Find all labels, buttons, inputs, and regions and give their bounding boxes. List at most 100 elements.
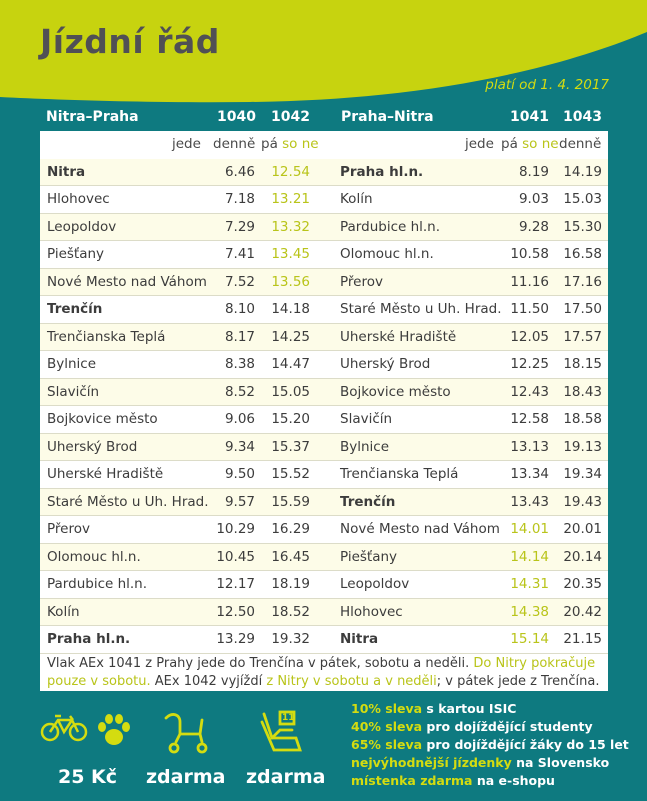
time-left-1: 7.18 bbox=[224, 191, 255, 207]
station-left: Pardubice hl.n. bbox=[47, 576, 148, 592]
table-row: Nitra 6.46 12.54 Praha hl.n. 8.19 14.19 bbox=[40, 158, 608, 186]
time-left-2: 12.54 bbox=[271, 163, 310, 180]
bicycle-icon bbox=[40, 712, 88, 746]
sub-jede-left: jede bbox=[172, 136, 201, 152]
station-left: Trenčianska Teplá bbox=[47, 328, 166, 345]
time-right-2: 21.15 bbox=[563, 631, 602, 647]
time-right-1: 12.58 bbox=[510, 411, 549, 427]
time-right-2: 20.35 bbox=[563, 576, 602, 592]
row-divider bbox=[40, 322, 608, 324]
time-right-1: 11.16 bbox=[510, 273, 549, 290]
right-train-1: 1041 bbox=[510, 109, 549, 125]
station-left: Piešťany bbox=[47, 246, 105, 262]
promo-item: 65% sleva pro dojíždějící žáky do 15 let bbox=[351, 737, 629, 752]
station-right: Hlohovec bbox=[340, 603, 403, 620]
row-divider bbox=[40, 295, 608, 296]
time-right-1: 8.19 bbox=[518, 163, 549, 180]
stroller-icon bbox=[162, 710, 208, 758]
station-left: Kolín bbox=[47, 603, 80, 620]
table-row: Trenčín 8.10 14.18 Staré Město u Uh. Hrad. 1… bbox=[40, 296, 608, 324]
station-right: Praha hl.n. bbox=[340, 163, 424, 180]
time-left-1: 7.41 bbox=[224, 246, 255, 262]
table-row: Staré Město u Uh. Hrad. 9.57 15.59 Trenčín 1… bbox=[40, 488, 608, 516]
station-right: Piešťany bbox=[340, 548, 398, 565]
table-row: Olomouc hl.n. 10.45 16.45 Piešťany 14.14 20.1… bbox=[40, 543, 608, 571]
sub-days-right: pá so ne bbox=[501, 136, 559, 152]
station-right: Leopoldov bbox=[340, 576, 410, 592]
station-left: Staré Město u Uh. Hrad. bbox=[47, 493, 209, 510]
time-left-2: 16.29 bbox=[271, 521, 310, 537]
time-left-1: 12.50 bbox=[216, 603, 255, 620]
table-row: Piešťany 7.41 13.45 Olomouc hl.n. 10.58 16.58 bbox=[40, 241, 608, 269]
time-right-2: 18.15 bbox=[563, 356, 602, 372]
valid-from: platí od 1. 4. 2017 bbox=[485, 77, 609, 93]
time-left-2: 14.47 bbox=[271, 356, 310, 372]
time-right-1: 14.31 bbox=[510, 576, 549, 592]
time-right-2: 17.50 bbox=[563, 301, 602, 317]
time-left-1: 13.29 bbox=[216, 631, 255, 647]
sub-days-left: pá so ne bbox=[261, 136, 319, 152]
timetable: jede denně pá so ne jede pá so ne denně … bbox=[40, 131, 608, 691]
table-row: Leopoldov 7.29 13.32 Pardubice hl.n. 9.28 15.… bbox=[40, 213, 608, 241]
time-left-1: 12.17 bbox=[216, 576, 255, 592]
time-left-1: 9.34 bbox=[224, 438, 255, 455]
child-seat-icon: 11 bbox=[258, 708, 308, 760]
station-right: Olomouc hl.n. bbox=[340, 246, 434, 262]
row-divider bbox=[40, 460, 608, 461]
time-left-2: 15.37 bbox=[271, 438, 310, 455]
service-note: Vlak AEx 1041 z Prahy jede do Trenčína v… bbox=[47, 656, 600, 689]
time-right-1: 12.43 bbox=[510, 383, 549, 400]
time-right-1: 12.25 bbox=[510, 356, 549, 372]
station-right: Trenčianska Teplá bbox=[340, 466, 459, 482]
row-divider bbox=[40, 570, 608, 571]
table-row: Uherské Hradiště 9.50 15.52 Trenčianska Tep… bbox=[40, 461, 608, 489]
time-right-1: 14.14 bbox=[510, 548, 549, 565]
child-seat-badge: 11 bbox=[282, 713, 295, 723]
time-left-1: 9.50 bbox=[224, 466, 255, 482]
promo-item: 40% sleva pro dojíždějící studenty bbox=[351, 719, 593, 734]
station-left: Uherský Brod bbox=[47, 438, 138, 455]
station-left: Uherské Hradiště bbox=[47, 466, 164, 482]
time-right-1: 9.03 bbox=[518, 191, 549, 207]
time-left-2: 14.25 bbox=[271, 328, 310, 345]
row-divider bbox=[40, 240, 608, 241]
time-right-2: 17.57 bbox=[563, 328, 602, 345]
station-right: Uherský Brod bbox=[340, 356, 431, 372]
station-left: Přerov bbox=[47, 521, 90, 537]
time-right-1: 14.01 bbox=[510, 521, 549, 537]
station-left: Nitra bbox=[47, 163, 86, 180]
table-row: Uherský Brod 9.34 15.37 Bylnice 13.13 19.13 bbox=[40, 433, 608, 461]
stroller-price: zdarma bbox=[246, 766, 326, 788]
time-left-1: 10.29 bbox=[216, 521, 255, 537]
table-row: Slavičín 8.52 15.05 Bojkovice město 12.43 18.… bbox=[40, 378, 608, 406]
time-right-2: 20.01 bbox=[563, 521, 602, 537]
time-left-1: 8.38 bbox=[224, 356, 255, 372]
time-left-2: 13.56 bbox=[271, 273, 310, 290]
time-left-1: 7.52 bbox=[224, 273, 255, 290]
station-right: Kolín bbox=[340, 191, 373, 207]
station-right: Uherské Hradiště bbox=[340, 328, 457, 345]
time-right-2: 20.14 bbox=[563, 548, 602, 565]
station-right: Nové Mesto nad Váhom bbox=[340, 521, 500, 537]
station-left: Nové Mesto nad Váhom bbox=[47, 273, 207, 290]
time-right-1: 13.43 bbox=[510, 493, 549, 510]
promo-item: nejvýhodnější jízdenky na Slovensko bbox=[351, 755, 610, 770]
station-right: Staré Město u Uh. Hrad. bbox=[340, 301, 502, 317]
row-divider bbox=[40, 625, 608, 626]
table-row: Bylnice 8.38 14.47 Uherský Brod 12.25 18.15 bbox=[40, 351, 608, 379]
row-divider bbox=[40, 487, 608, 489]
time-left-1: 7.29 bbox=[224, 218, 255, 235]
time-left-1: 8.52 bbox=[224, 383, 255, 400]
time-left-2: 14.18 bbox=[271, 301, 310, 317]
sub-denne-left: denně bbox=[213, 136, 256, 152]
time-left-2: 16.45 bbox=[271, 548, 310, 565]
header-background bbox=[0, 0, 647, 103]
promo-item: místenka zdarma na e-shopu bbox=[351, 773, 555, 788]
time-left-1: 10.45 bbox=[216, 548, 255, 565]
promo-item: 10% sleva s kartou ISIC bbox=[351, 701, 517, 716]
row-divider bbox=[40, 652, 608, 654]
row-divider bbox=[40, 597, 608, 599]
time-left-1: 9.06 bbox=[224, 411, 255, 427]
time-right-1: 14.38 bbox=[510, 603, 549, 620]
right-train-2: 1043 bbox=[563, 109, 602, 125]
